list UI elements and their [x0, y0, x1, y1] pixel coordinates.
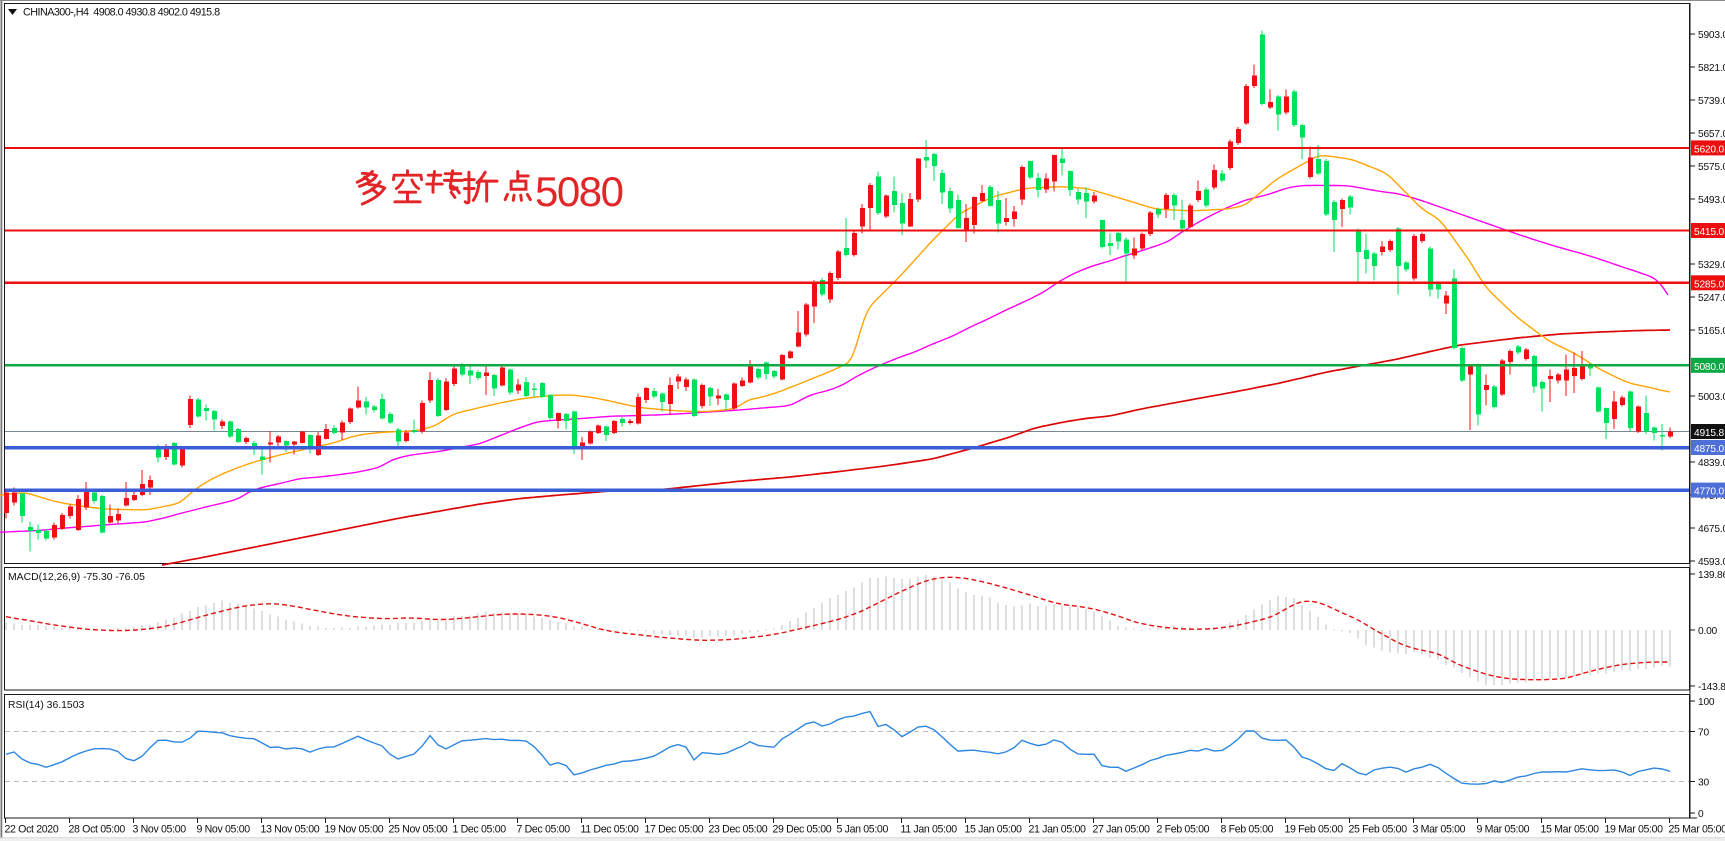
- svg-text:-143.82: -143.82: [1698, 682, 1725, 693]
- svg-text:7 Dec 05:00: 7 Dec 05:00: [517, 824, 571, 836]
- svg-text:5080: 5080: [535, 168, 623, 215]
- svg-text:4675.0: 4675.0: [1698, 524, 1725, 535]
- svg-text:4770.0: 4770.0: [1694, 487, 1724, 498]
- svg-text:0: 0: [1698, 809, 1704, 820]
- svg-text:4915.8: 4915.8: [1694, 428, 1724, 439]
- svg-text:25 Feb 05:00: 25 Feb 05:00: [1349, 824, 1408, 836]
- svg-text:70: 70: [1698, 728, 1709, 739]
- svg-text:11 Dec 05:00: 11 Dec 05:00: [581, 824, 639, 836]
- svg-text:2 Feb 05:00: 2 Feb 05:00: [1157, 824, 1210, 836]
- svg-text:0.00: 0.00: [1698, 626, 1718, 637]
- svg-text:19 Feb 05:00: 19 Feb 05:00: [1285, 824, 1344, 836]
- svg-text:5903.0: 5903.0: [1698, 30, 1725, 41]
- svg-text:23 Dec 05:00: 23 Dec 05:00: [709, 824, 768, 836]
- svg-text:5 Jan 05:00: 5 Jan 05:00: [837, 824, 889, 836]
- svg-text:11 Jan 05:00: 11 Jan 05:00: [901, 824, 958, 836]
- svg-text:5821.0: 5821.0: [1698, 63, 1725, 74]
- svg-text:5285.0: 5285.0: [1694, 279, 1724, 290]
- svg-text:4593.0: 4593.0: [1698, 557, 1725, 568]
- svg-text:5620.0: 5620.0: [1694, 144, 1724, 155]
- svg-text:5575.0: 5575.0: [1698, 162, 1725, 173]
- svg-text:21 Jan 05:00: 21 Jan 05:00: [1029, 824, 1087, 836]
- svg-text:5003.0: 5003.0: [1698, 392, 1725, 403]
- svg-text:28 Oct 05:00: 28 Oct 05:00: [69, 824, 126, 836]
- svg-text:5415.0: 5415.0: [1694, 227, 1724, 238]
- svg-text:5080.0: 5080.0: [1694, 362, 1724, 373]
- svg-text:5739.0: 5739.0: [1698, 96, 1725, 107]
- svg-text:3 Nov 05:00: 3 Nov 05:00: [133, 824, 187, 836]
- svg-text:100: 100: [1698, 697, 1715, 708]
- svg-text:5493.0: 5493.0: [1698, 195, 1725, 206]
- svg-text:RSI(14) 36.1503: RSI(14) 36.1503: [8, 700, 84, 711]
- svg-text:139.86: 139.86: [1698, 570, 1725, 581]
- svg-text:17 Dec 05:00: 17 Dec 05:00: [645, 824, 704, 836]
- svg-text:3 Mar 05:00: 3 Mar 05:00: [1413, 824, 1466, 836]
- svg-text:22 Oct 2020: 22 Oct 2020: [5, 824, 59, 836]
- svg-text:5657.0: 5657.0: [1698, 129, 1725, 140]
- svg-text:19 Nov 05:00: 19 Nov 05:00: [325, 824, 384, 836]
- svg-text:5247.0: 5247.0: [1698, 293, 1725, 304]
- svg-text:15 Jan 05:00: 15 Jan 05:00: [965, 824, 1023, 836]
- svg-text:5329.0: 5329.0: [1698, 260, 1725, 271]
- svg-text:4875.0: 4875.0: [1694, 444, 1724, 455]
- svg-text:19 Mar 05:00: 19 Mar 05:00: [1605, 824, 1664, 836]
- svg-text:27 Jan 05:00: 27 Jan 05:00: [1093, 824, 1151, 836]
- svg-text:25 Mar 05:00: 25 Mar 05:00: [1669, 824, 1725, 836]
- svg-text:30: 30: [1698, 778, 1709, 789]
- svg-text:15 Mar 05:00: 15 Mar 05:00: [1541, 824, 1600, 836]
- svg-text:5165.0: 5165.0: [1698, 326, 1725, 337]
- svg-text:29 Dec 05:00: 29 Dec 05:00: [773, 824, 832, 836]
- svg-text:1 Dec 05:00: 1 Dec 05:00: [453, 824, 507, 836]
- svg-text:9 Nov 05:00: 9 Nov 05:00: [197, 824, 251, 836]
- svg-text:4839.0: 4839.0: [1698, 458, 1725, 469]
- svg-text:MACD(12,26,9) -75.30 -76.05: MACD(12,26,9) -75.30 -76.05: [8, 572, 145, 583]
- svg-text:8 Feb 05:00: 8 Feb 05:00: [1221, 824, 1274, 836]
- svg-text:9 Mar 05:00: 9 Mar 05:00: [1477, 824, 1530, 836]
- svg-text:25 Nov 05:00: 25 Nov 05:00: [389, 824, 448, 836]
- svg-text:13 Nov 05:00: 13 Nov 05:00: [261, 824, 320, 836]
- svg-text:CHINA300-,H4 4908.0 4930.8 49: CHINA300-,H4 4908.0 4930.8 4902.0 4915.8: [23, 7, 220, 19]
